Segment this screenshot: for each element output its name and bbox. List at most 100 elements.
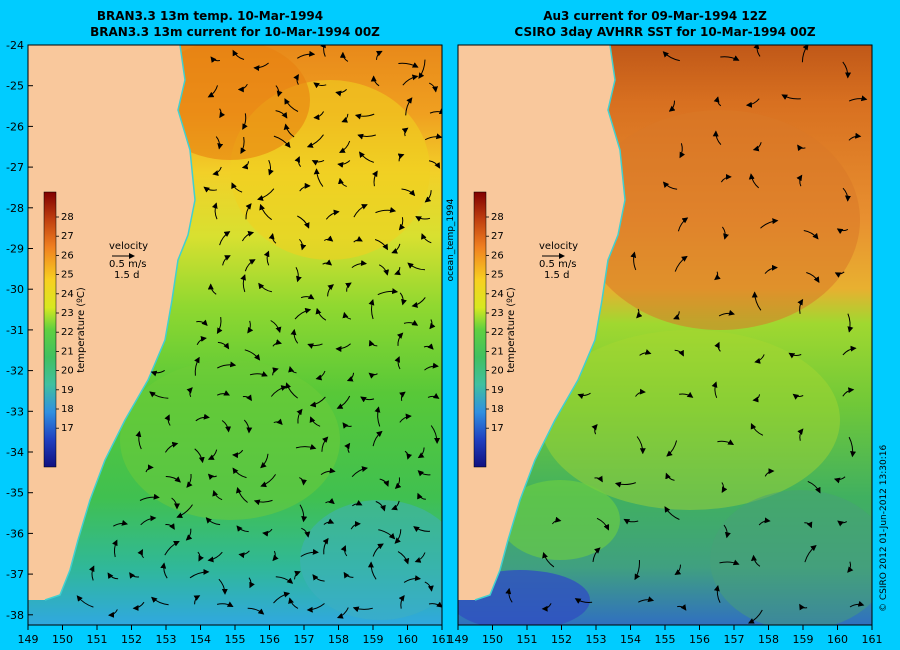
current-arrow — [842, 187, 851, 202]
lon-tick-label: 153 — [586, 633, 607, 646]
current-arrow — [679, 143, 686, 159]
current-arrow — [112, 539, 118, 558]
lon-tick-label: 158 — [328, 633, 349, 646]
current-arrow — [315, 370, 326, 381]
current-arrow — [273, 591, 291, 604]
lon-tick-label: 153 — [156, 633, 177, 646]
current-arrow — [357, 133, 376, 140]
current-arrow — [354, 113, 375, 120]
current-arrow — [417, 447, 425, 459]
right-velocity-time: 1.5 d — [544, 270, 569, 281]
current-arrow — [194, 448, 205, 464]
colorbar-tick-label: 27 — [61, 231, 74, 242]
colorbar-tick-label: 22 — [491, 327, 504, 338]
lat-tick-label: -37 — [6, 568, 24, 581]
current-arrow — [634, 559, 641, 581]
current-arrow — [748, 609, 763, 624]
current-arrow — [375, 50, 383, 60]
current-arrow — [160, 562, 168, 579]
lat-axis: -24 -25 -26 -27 -28 -29 -30 -31 -32 -33 -34 -35 -36 -… — [6, 39, 33, 622]
right-colorbar: 28 27 26 25 24 23 22 21 20 19 18 17 temperature (ºC… — [473, 191, 517, 468]
current-arrow — [165, 523, 175, 530]
colorbar-tick-label: 21 — [61, 346, 74, 357]
left-velocity-legend: velocity 0.5 m/s 1.5 d — [109, 241, 148, 281]
colorbar-tick-label: 27 — [491, 231, 504, 242]
current-arrow — [275, 110, 288, 119]
current-arrow — [245, 203, 252, 220]
current-arrow — [833, 476, 846, 484]
colorbar-tick-label: 18 — [491, 404, 504, 415]
current-arrow — [368, 339, 378, 347]
current-arrow — [350, 520, 361, 530]
current-arrow — [342, 311, 352, 320]
left-colorbar-label: temperature (ºC) — [76, 287, 87, 373]
current-arrow — [720, 55, 740, 61]
current-arrow — [803, 230, 819, 240]
current-arrow — [257, 188, 275, 201]
lon-tick-label: 156 — [259, 633, 280, 646]
current-arrow — [164, 540, 180, 556]
current-arrow — [842, 387, 855, 397]
current-arrow — [404, 450, 413, 460]
lon-tick-label: 160 — [827, 633, 848, 646]
current-arrow — [337, 160, 351, 168]
current-arrow — [186, 473, 193, 488]
current-arrow — [399, 413, 412, 423]
current-arrow — [327, 284, 334, 297]
lon-tick-label: 157 — [724, 633, 745, 646]
current-arrow — [344, 442, 351, 453]
current-arrow — [753, 45, 761, 57]
current-arrow — [370, 75, 380, 87]
current-arrow — [804, 521, 813, 529]
current-arrow — [231, 182, 243, 193]
current-arrow — [340, 545, 348, 557]
current-arrow — [849, 600, 865, 608]
current-arrow — [799, 603, 808, 611]
current-arrow — [299, 504, 308, 523]
current-arrow — [428, 82, 439, 93]
current-arrow — [758, 517, 771, 526]
lat-tick-label: -35 — [6, 487, 24, 500]
current-arrow — [313, 111, 325, 121]
current-arrow — [285, 382, 298, 399]
current-arrow — [717, 439, 735, 446]
current-arrow — [353, 204, 368, 218]
current-arrow — [541, 603, 552, 612]
current-arrow — [417, 492, 426, 500]
left-lon-axis: 149 150 151 152 153 154 155 156 157 158 159 160 161 — [18, 625, 453, 646]
current-arrow — [837, 520, 848, 527]
current-arrow — [211, 202, 218, 220]
current-arrow — [399, 391, 406, 402]
current-arrow — [374, 239, 389, 251]
current-arrow — [171, 497, 180, 510]
current-arrow — [401, 188, 416, 197]
current-arrow — [295, 443, 317, 450]
lon-tick-label: 150 — [482, 633, 503, 646]
colorbar-tick-label: 26 — [61, 250, 74, 261]
current-arrow — [677, 604, 687, 611]
current-arrow — [359, 151, 374, 163]
current-arrow — [848, 95, 868, 102]
current-arrow — [834, 271, 845, 278]
current-arrow — [713, 585, 721, 603]
current-arrow — [320, 45, 326, 57]
current-arrow — [673, 311, 680, 320]
current-arrow — [300, 548, 319, 557]
current-arrow — [137, 549, 144, 559]
current-arrow — [405, 97, 413, 116]
current-arrow — [232, 449, 244, 459]
lon-tick-label: 159 — [363, 633, 384, 646]
current-arrow — [195, 413, 210, 422]
current-arrow — [320, 467, 336, 476]
current-arrow — [300, 293, 315, 300]
left-coast — [44, 45, 196, 601]
current-arrow — [322, 259, 333, 266]
current-arrow — [219, 108, 226, 119]
current-arrow — [713, 96, 722, 107]
current-arrow — [129, 572, 140, 579]
current-arrow — [207, 449, 218, 460]
current-arrow — [378, 529, 396, 540]
current-arrow — [339, 51, 349, 62]
current-arrow — [217, 341, 230, 350]
